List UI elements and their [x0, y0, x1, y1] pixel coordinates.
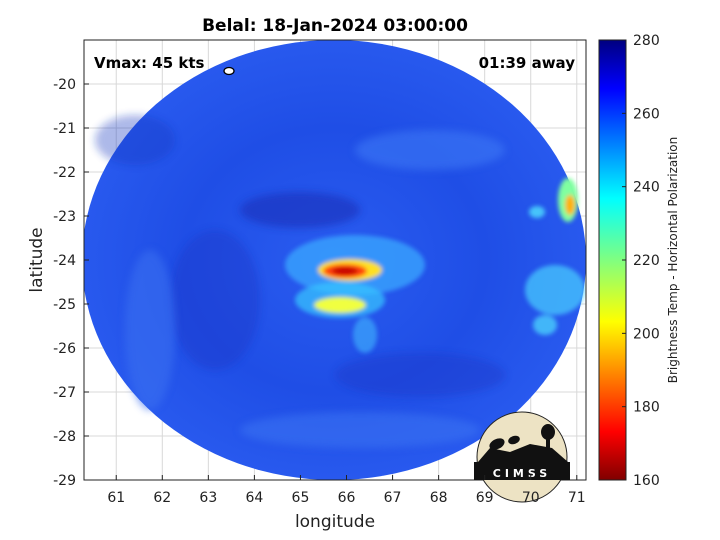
y-tick-label: -20: [53, 77, 76, 93]
colorbar-tick-label: 240: [633, 180, 660, 196]
y-tick-label: -26: [53, 341, 76, 357]
x-tick-label: 66: [338, 490, 356, 506]
x-tick-label: 61: [107, 490, 125, 506]
y-tick-label: -21: [53, 121, 76, 137]
colorbar-tick-label: 280: [633, 33, 660, 49]
x-tick-label: 65: [292, 490, 310, 506]
plot-area: Vmax: 45 kts 01:39 away CIMSS: [83, 39, 587, 503]
colorbar-tick-label: 160: [633, 473, 660, 489]
x-tick-label: 62: [153, 490, 171, 506]
y-tick-label: -29: [53, 473, 76, 489]
colorbar-tick-label: 220: [633, 253, 660, 269]
y-tick-label: -27: [53, 385, 76, 401]
y-axis-label: latitude: [27, 227, 47, 292]
colorbar-tick-label: 180: [633, 400, 660, 416]
x-tick-label: 69: [476, 490, 494, 506]
time-away-annotation: 01:39 away: [479, 54, 576, 72]
storm-marker-icon: [223, 66, 235, 76]
colorbar-label: Brightness Temp - Horizontal Polarizatio…: [666, 137, 680, 384]
colorbar-ticks: 280 260 240 220 200 180 160: [622, 33, 660, 489]
map-title: Belal: 18-Jan-2024 03:00:00: [202, 16, 468, 36]
colorbar-tick-label: 260: [633, 106, 660, 122]
colorbar-tick-label: 200: [633, 326, 660, 342]
y-tick-label: -28: [53, 429, 76, 445]
x-axis-ticks: 61 62 63 64 65 66 67 68 69 70 71: [107, 475, 586, 506]
x-tick-label: 71: [568, 490, 586, 506]
y-tick-label: -24: [53, 253, 76, 269]
vmax-annotation: Vmax: 45 kts: [94, 54, 204, 72]
cimss-logo: CIMSS: [474, 411, 570, 503]
x-axis-label: longitude: [295, 512, 375, 532]
y-tick-label: -22: [53, 165, 76, 181]
x-tick-label: 70: [522, 490, 540, 506]
y-axis-ticks: -20 -21 -22 -23 -24 -25 -26 -27 -28 -29: [53, 77, 89, 489]
y-tick-label: -25: [53, 297, 76, 313]
colorbar: 280 260 240 220 200 180 160 Brightness Temp - …: [598, 33, 680, 489]
x-tick-label: 63: [199, 490, 217, 506]
x-tick-label: 64: [245, 490, 263, 506]
x-tick-label: 68: [430, 490, 448, 506]
brightness-swath: [84, 40, 586, 480]
x-tick-label: 67: [384, 490, 402, 506]
cimss-logo-text: CIMSS: [493, 467, 551, 480]
y-tick-label: -23: [53, 209, 76, 225]
